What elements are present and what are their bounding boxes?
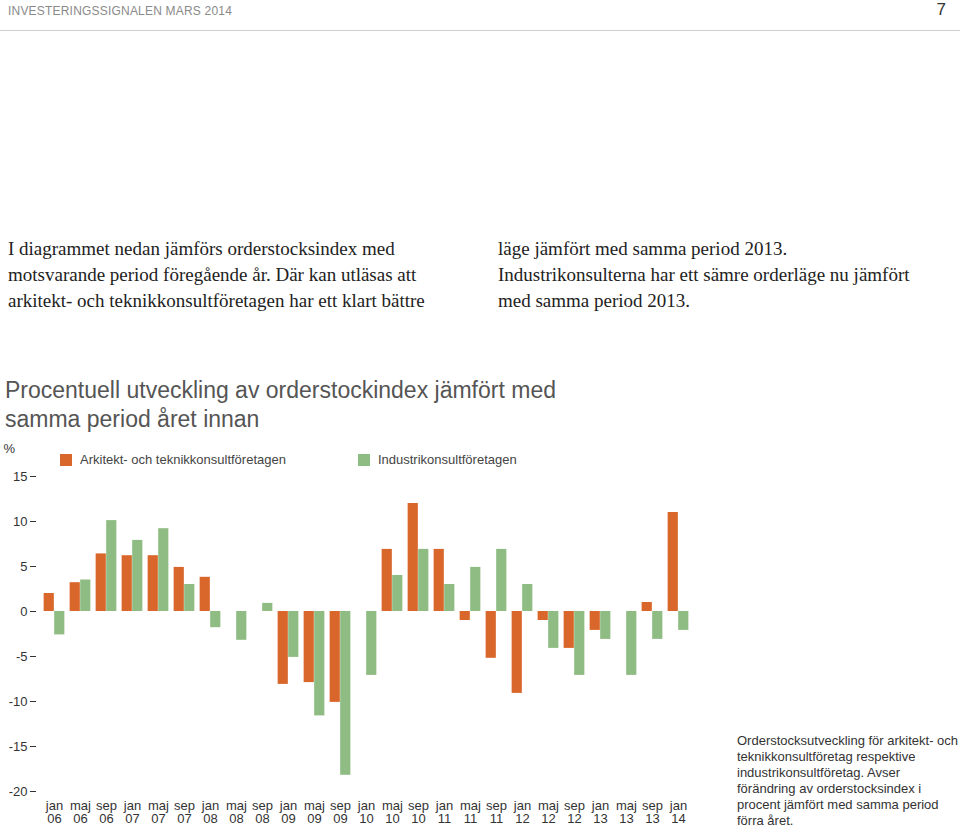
html-text:Arkitekt- och teknikkonsultför: Arkitekt- och teknikkonsultföretagen xyxy=(80,452,286,467)
svg-text:maj07: maj07 xyxy=(148,798,169,826)
html-text:Industrikonsultföretagen: Industrikonsultföretagen xyxy=(377,452,517,467)
svg-text:sep10: sep10 xyxy=(408,798,429,826)
html-text:I diagrammet nedan jämförs ord: I diagrammet nedan jämförs orderstocksin… xyxy=(8,238,910,311)
svg-text:jan13: jan13 xyxy=(591,798,609,826)
html-text:Procentuell utveckling av orde: Procentuell utveckling av orderstockinde… xyxy=(5,377,556,432)
svg-text:sep11: sep11 xyxy=(486,798,507,826)
svg-text:sep12: sep12 xyxy=(564,798,585,826)
svg-text:-15: -15 xyxy=(9,739,28,754)
svg-text:0: 0 xyxy=(20,604,27,619)
svg-text:5: 5 xyxy=(20,559,27,574)
svg-text:-20: -20 xyxy=(9,784,28,799)
svg-text:maj08: maj08 xyxy=(226,798,247,826)
svg-text:maj12: maj12 xyxy=(538,798,559,826)
svg-text:jan10: jan10 xyxy=(357,798,375,826)
svg-text:maj09: maj09 xyxy=(304,798,325,826)
svg-text:sep08: sep08 xyxy=(252,798,273,826)
html-text:Orderstocksutveckling för arki: Orderstocksutveckling för arkitekt- och … xyxy=(737,733,959,828)
svg-text:maj06: maj06 xyxy=(70,798,91,826)
html-text:INVESTERINGSSIGNALEN MARS 2014: INVESTERINGSSIGNALEN MARS 2014 xyxy=(8,4,233,18)
svg-text:-5: -5 xyxy=(16,649,28,664)
svg-text:jan09: jan09 xyxy=(279,798,297,826)
html-text:7: 7 xyxy=(936,0,946,19)
svg-text:sep06: sep06 xyxy=(96,798,117,826)
svg-text:15: 15 xyxy=(13,469,27,484)
svg-text:%: % xyxy=(4,441,16,456)
svg-text:sep09: sep09 xyxy=(330,798,351,826)
svg-text:jan07: jan07 xyxy=(123,798,141,826)
svg-text:jan12: jan12 xyxy=(513,798,531,826)
svg-text:10: 10 xyxy=(13,514,27,529)
svg-text:maj13: maj13 xyxy=(616,798,637,826)
svg-text:jan06: jan06 xyxy=(45,798,63,826)
svg-text:maj11: maj11 xyxy=(460,798,481,826)
svg-text:jan08: jan08 xyxy=(201,798,219,826)
svg-text:jan14: jan14 xyxy=(669,798,687,826)
svg-text:sep13: sep13 xyxy=(642,798,663,826)
svg-text:-10: -10 xyxy=(9,694,28,709)
svg-text:sep07: sep07 xyxy=(174,798,195,826)
svg-text:maj10: maj10 xyxy=(382,798,403,826)
svg-text:jan11: jan11 xyxy=(435,798,453,826)
